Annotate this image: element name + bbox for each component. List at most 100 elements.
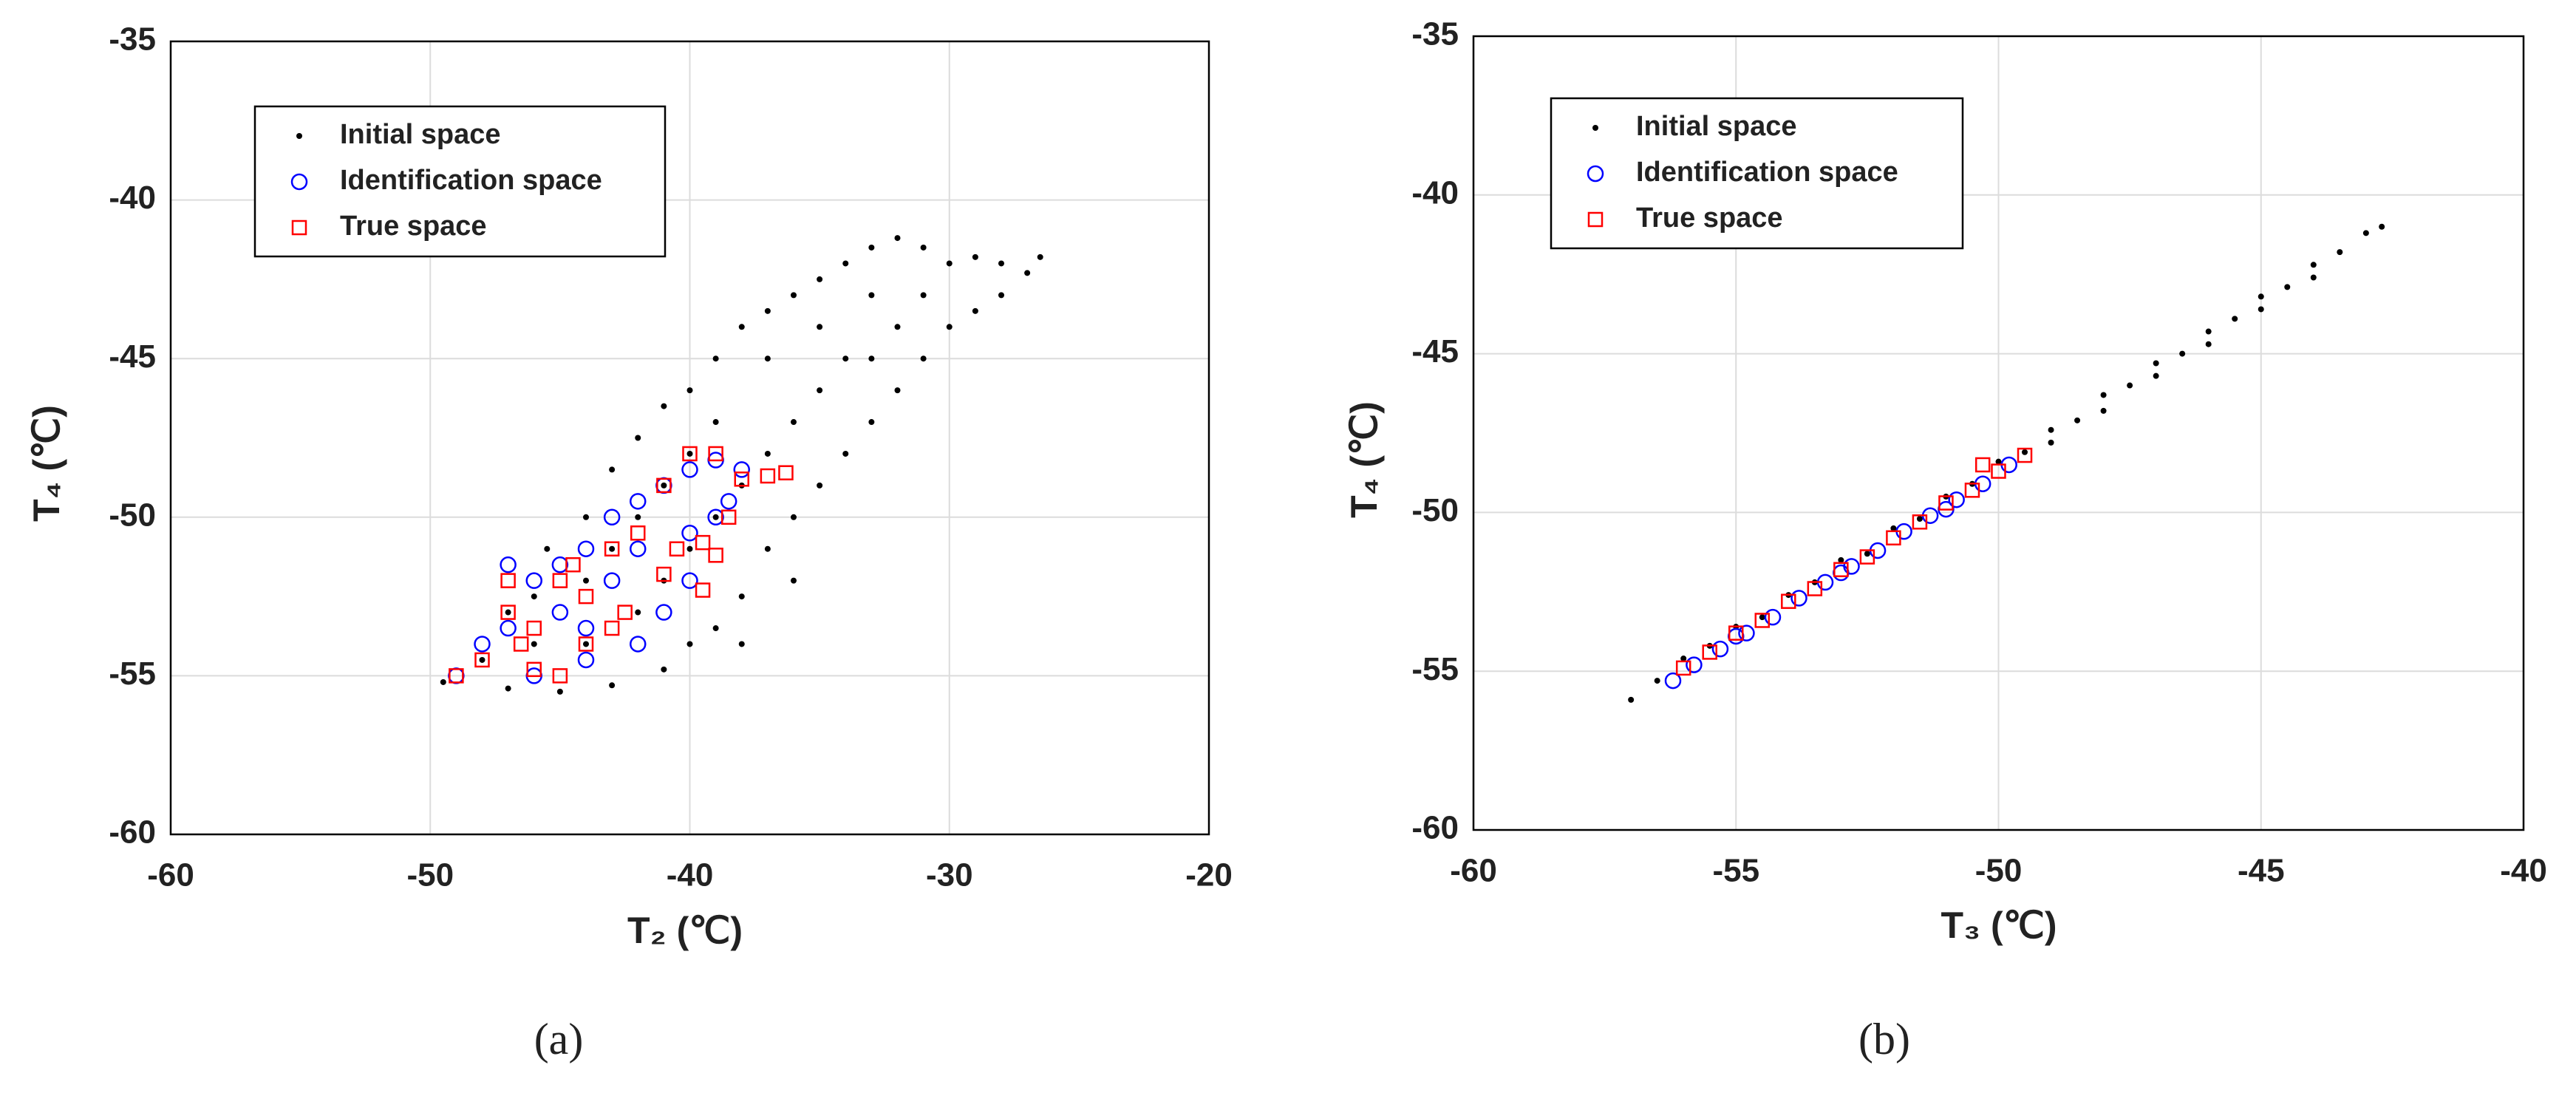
x-tick-label: -30 xyxy=(926,857,973,894)
point xyxy=(868,419,875,426)
y-tick-label: -50 xyxy=(1411,492,1459,528)
point xyxy=(617,605,633,620)
legend-label: Identification space xyxy=(340,165,602,196)
point xyxy=(920,244,927,251)
point xyxy=(686,641,693,647)
point xyxy=(1859,549,1875,565)
point xyxy=(686,450,693,457)
point xyxy=(604,541,620,556)
point xyxy=(1916,515,1923,522)
point xyxy=(842,260,849,267)
point xyxy=(920,355,927,362)
point xyxy=(583,577,589,584)
point xyxy=(2205,341,2212,347)
point xyxy=(2153,360,2159,367)
y-tick-label: -55 xyxy=(109,656,156,692)
panel-caption: (b) xyxy=(1858,1015,1910,1063)
point xyxy=(1664,672,1682,690)
point xyxy=(583,514,589,520)
point xyxy=(1759,614,1765,621)
x-tick-label: -60 xyxy=(1450,853,1497,889)
point xyxy=(505,685,511,692)
legend-marker xyxy=(1587,165,1604,183)
point xyxy=(1995,458,2002,465)
point xyxy=(1728,625,1744,641)
point xyxy=(1948,491,1965,508)
point xyxy=(2284,284,2291,290)
point xyxy=(474,652,490,668)
point xyxy=(609,545,616,552)
legend-label: Identification space xyxy=(1636,157,1898,188)
x-tick-label: -50 xyxy=(406,857,454,894)
point xyxy=(2362,230,2369,236)
point xyxy=(720,509,737,525)
point xyxy=(894,235,901,242)
point xyxy=(551,604,569,621)
point xyxy=(2258,293,2264,300)
y-tick-label: -45 xyxy=(109,338,156,375)
axes-frame xyxy=(1472,35,2525,831)
point xyxy=(604,620,620,636)
point xyxy=(972,253,978,260)
y-tick-label: -35 xyxy=(109,21,156,58)
point xyxy=(1991,463,2006,479)
point xyxy=(1628,696,1635,703)
point xyxy=(817,276,823,282)
point xyxy=(609,682,616,689)
point xyxy=(1974,457,1991,473)
point xyxy=(1702,644,1717,660)
point xyxy=(544,545,551,552)
point xyxy=(1675,660,1691,676)
x-tick-label: -45 xyxy=(2238,853,2285,889)
point xyxy=(630,540,647,557)
point xyxy=(764,307,771,314)
point xyxy=(1790,590,1807,607)
point xyxy=(531,641,537,647)
y-tick-label: -60 xyxy=(1411,810,1459,846)
point xyxy=(479,656,485,663)
x-axis-label: T₃ (℃) xyxy=(1940,905,2057,946)
x-axis-label: T₂ (℃) xyxy=(627,910,743,951)
point xyxy=(552,573,568,588)
point xyxy=(894,324,901,330)
point xyxy=(635,609,641,616)
point xyxy=(565,556,581,573)
point xyxy=(2337,249,2343,256)
point xyxy=(920,292,927,299)
point xyxy=(1764,608,1782,626)
point xyxy=(1680,656,1687,662)
point xyxy=(661,666,667,673)
point xyxy=(972,307,978,314)
point xyxy=(764,450,771,457)
point xyxy=(1886,530,1901,546)
legend-label: Initial space xyxy=(340,119,501,150)
x-tick-label: -50 xyxy=(1975,853,2023,889)
point xyxy=(791,577,797,584)
point xyxy=(635,435,641,441)
point xyxy=(526,661,542,678)
point xyxy=(681,461,698,478)
point xyxy=(578,636,594,652)
point xyxy=(474,636,491,653)
legend-label: True space xyxy=(340,211,487,242)
y-tick-label: -60 xyxy=(109,814,156,851)
point xyxy=(712,514,719,520)
point xyxy=(661,482,667,489)
point xyxy=(868,292,875,299)
legend-label: True space xyxy=(1636,202,1783,234)
point xyxy=(630,493,647,510)
point xyxy=(578,588,594,605)
point xyxy=(500,556,517,573)
point xyxy=(609,466,616,473)
point xyxy=(817,324,823,330)
point xyxy=(760,468,776,484)
point xyxy=(1938,495,1954,511)
point xyxy=(712,355,719,362)
point xyxy=(556,688,563,695)
point xyxy=(2100,407,2107,414)
y-tick-label: -55 xyxy=(1411,651,1459,687)
point xyxy=(778,465,794,480)
point xyxy=(2100,392,2107,398)
y-tick-label: -40 xyxy=(109,180,156,216)
